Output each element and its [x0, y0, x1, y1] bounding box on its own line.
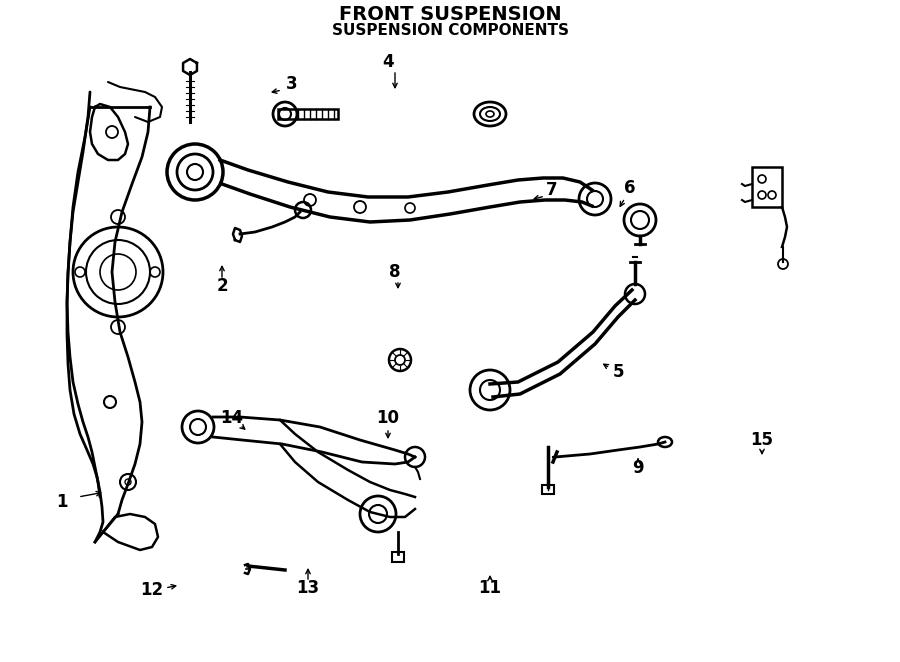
Text: 7: 7: [546, 181, 558, 199]
Bar: [278, 109, 338, 119]
Text: FRONT SUSPENSION: FRONT SUSPENSION: [338, 5, 562, 23]
Text: 3: 3: [286, 75, 298, 93]
Bar: [752, 167, 782, 207]
Text: 2: 2: [216, 277, 228, 295]
Text: 10: 10: [376, 409, 400, 427]
Text: 12: 12: [140, 581, 164, 599]
Text: 4: 4: [382, 53, 394, 71]
Text: 11: 11: [479, 579, 501, 597]
Text: 6: 6: [625, 179, 635, 197]
Bar: [542, 485, 554, 494]
Text: 1: 1: [57, 493, 68, 511]
Text: 13: 13: [296, 579, 320, 597]
Text: 15: 15: [751, 431, 773, 449]
Text: 14: 14: [220, 409, 244, 427]
Text: 9: 9: [632, 459, 644, 477]
Text: 8: 8: [390, 263, 400, 281]
Bar: [392, 552, 404, 562]
Text: 5: 5: [612, 363, 624, 381]
Text: SUSPENSION COMPONENTS: SUSPENSION COMPONENTS: [331, 23, 569, 38]
